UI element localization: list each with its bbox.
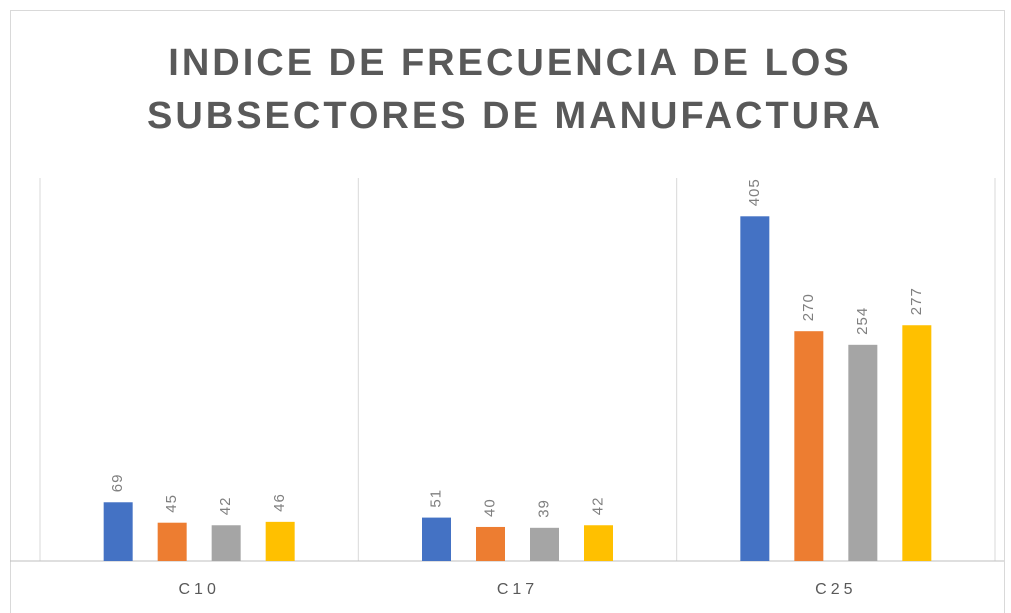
chart-title: SUBSECTORES DE MANUFACTURA xyxy=(147,95,883,137)
bar xyxy=(211,525,241,561)
value-label: 40 xyxy=(481,498,498,517)
x-tick-label: C25 xyxy=(815,581,856,598)
x-tick-label: C10 xyxy=(178,581,219,598)
value-label: 270 xyxy=(800,293,817,321)
bar xyxy=(157,522,187,561)
chart-border xyxy=(10,10,1005,613)
value-label: 69 xyxy=(109,474,126,493)
value-label: 45 xyxy=(163,494,180,513)
bar xyxy=(103,502,133,561)
chart-title: INDICE DE FRECUENCIA DE LOS xyxy=(168,42,851,84)
x-tick-label: C17 xyxy=(497,581,538,598)
value-label: 42 xyxy=(589,497,606,516)
bar xyxy=(476,526,505,561)
value-label: 46 xyxy=(271,493,288,512)
value-label: 277 xyxy=(908,287,925,315)
bar xyxy=(265,521,295,561)
value-label: 42 xyxy=(217,497,234,516)
value-label: 254 xyxy=(854,307,871,335)
bar xyxy=(530,527,559,561)
bar xyxy=(848,344,878,561)
value-label: 39 xyxy=(535,499,552,518)
value-label: 405 xyxy=(746,178,763,206)
value-label: 51 xyxy=(427,489,444,508)
bar xyxy=(422,517,451,561)
bar xyxy=(794,331,824,561)
bar xyxy=(740,216,770,562)
bar xyxy=(584,525,613,561)
bar xyxy=(902,325,932,561)
